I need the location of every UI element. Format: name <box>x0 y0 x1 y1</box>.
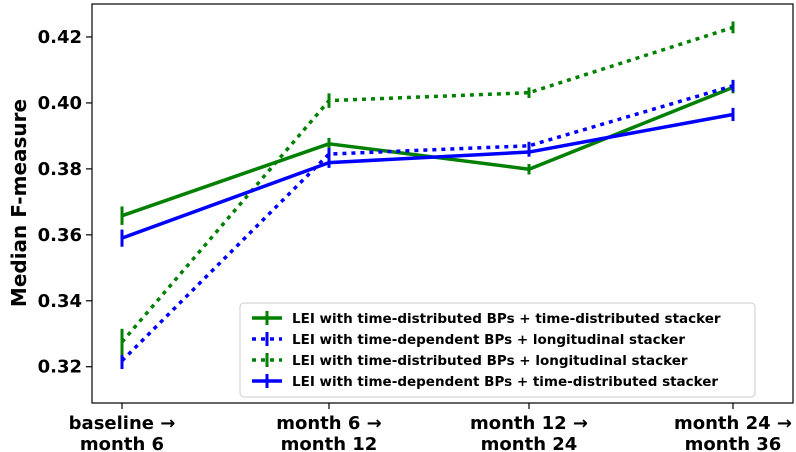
x-tick-label: month 24 → <box>674 413 792 434</box>
y-tick-label: 0.40 <box>38 93 82 114</box>
legend-label: LEI with time-dependent BPs + longitudin… <box>292 332 685 348</box>
legend-label: LEI with time-distributed BPs + time-dis… <box>292 311 721 327</box>
legend-box <box>239 302 756 398</box>
x-tick-label: baseline → <box>69 413 176 434</box>
legend-label: LEI with time-distributed BPs + longitud… <box>292 353 688 369</box>
series-line <box>121 112 734 240</box>
y-tick-label: 0.36 <box>38 225 82 246</box>
legend-label: LEI with time-dependent BPs + time-distr… <box>292 374 718 390</box>
plot-frame <box>91 3 794 404</box>
y-tick-label: 0.32 <box>38 357 82 378</box>
x-tick-label: month 6 → <box>276 413 382 434</box>
y-tick-label: 0.42 <box>38 27 82 48</box>
x-tick-label: month 24 <box>481 434 578 452</box>
y-axis: 0.32 0.34 0.36 0.38 0.40 0.42 <box>38 27 92 378</box>
series-layer <box>120 21 735 370</box>
x-tick-label: month 12 <box>281 434 378 452</box>
x-tick-label: month 36 <box>685 434 782 452</box>
series-line <box>120 84 734 363</box>
y-tick-label: 0.38 <box>38 159 82 180</box>
y-axis-title: Median F-measure <box>7 99 31 307</box>
x-tick-label: month 6 <box>80 434 164 452</box>
x-tick-label: month 12 → <box>470 413 588 434</box>
x-axis: baseline →month 6 month 6 →month 12 month … <box>69 403 792 452</box>
legend: LEI with time-distributed BPs + time-dis… <box>239 302 756 398</box>
y-tick-label: 0.34 <box>38 291 82 312</box>
